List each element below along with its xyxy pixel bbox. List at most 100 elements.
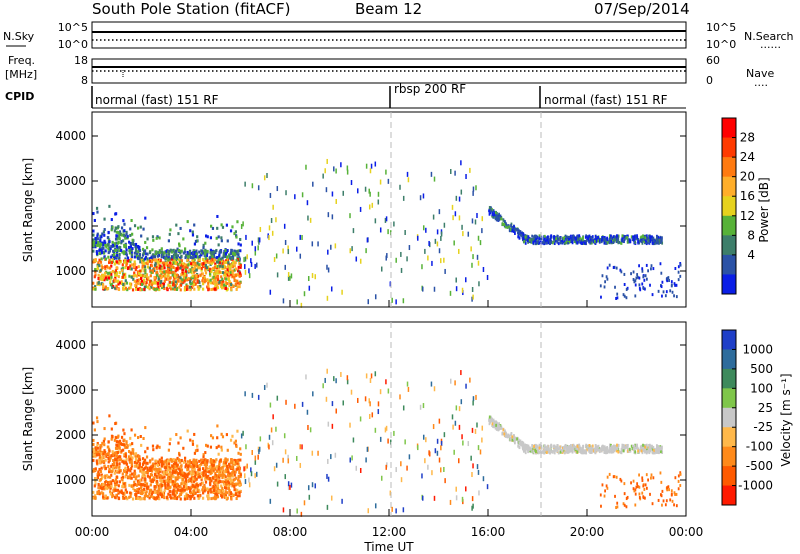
velocity-echo-cell [183,456,187,460]
velocity-echo-cell [204,475,207,479]
power-echo-cell [184,278,187,282]
velocity-echo-cell [205,475,209,479]
velocity-echo-cell [652,449,655,453]
power-echo-cell [138,272,141,276]
velocity-echo-cell [128,483,131,487]
power-echo-cell [200,262,203,266]
power-echo-cell [218,270,221,274]
velocity-echo-cell [438,457,441,463]
velocity-echo-cell [150,492,154,496]
velocity-echo-cell [215,481,218,485]
power-echo-cell [104,243,107,247]
velocity-echo-cell [124,453,127,457]
power-echo-cell [645,239,647,243]
power-echo-cell [335,198,337,204]
power-echo-cell [301,192,304,198]
velocity-echo-cell [100,444,103,448]
velocity-echo-cell [259,436,262,442]
power-echo-cell [193,282,196,286]
velocity-echo-cell [228,462,231,466]
power-echo-cell [236,256,239,260]
power-echo-cell [110,228,113,232]
velocity-echo-cell [138,487,141,491]
velocity-echo-cell [454,380,456,386]
power-echo-cell [123,287,126,291]
power-echo-cell [634,241,637,245]
power-echo-cell [647,239,650,243]
velocity-echo-cell [518,446,521,450]
power-echo-cell [481,228,483,234]
power-echo-cell [553,235,555,239]
velocity-echo-cell [103,443,106,447]
velocity-echo-cell [133,460,136,464]
power-echo-cell [520,233,523,237]
power-echo-cell [198,258,201,262]
nsky-panel [91,21,687,49]
power-echo-cell [228,284,231,288]
power-echo-cell [128,247,131,251]
velocity-echo-cell [475,394,477,400]
velocity-echo-cell [641,447,644,451]
power-echo-cell [486,274,489,280]
power-echo-cell [179,226,182,230]
power-echo-cell [597,235,600,239]
power-echo-cell [223,273,226,277]
velocity-echo-cell [201,481,204,485]
velocity-echo-cell [189,477,192,481]
power-echo-cell [204,268,207,272]
power-echo-cell [169,287,173,291]
power-echo-cell [187,255,190,259]
power-echo-cell [142,258,145,262]
power-echo-cell [160,273,163,277]
power-echo-cell [94,270,97,274]
velocity-echo-cell [162,462,165,466]
power-echo-cell [95,206,99,210]
velocity-echo-cell [100,476,104,480]
velocity-echo-cell [146,494,149,498]
power-echo-cell [190,262,193,266]
power-echo-cell [458,248,460,254]
velocity-echo-cell [122,460,125,464]
velocity-echo-cell [613,447,616,451]
velocity-echo-cell [568,447,570,451]
velocity-echo-cell [242,430,244,436]
power-echo-cell [634,279,637,283]
velocity-echo-cell [600,449,603,453]
velocity-echo-cell [92,454,95,458]
velocity-echo-cell [190,473,193,477]
power-echo-cell [233,278,236,282]
power-echo-cell [104,285,107,289]
velocity-echo-cell [102,482,105,486]
power-echo-cell [205,254,209,258]
velocity-echo-cell [96,446,99,450]
power-echo-cell [598,240,601,244]
power-echo-cell [202,243,205,247]
power-echo-cell [193,261,196,265]
power-echo-cell [491,214,494,218]
power-echo-cell [148,283,151,287]
velocity-echo-cell [367,508,370,514]
velocity-echo-cell [100,452,103,456]
velocity-echo-cell [98,461,101,465]
power-echo-cell [191,233,195,237]
power-echo-cell [234,230,237,234]
velocity-echo-cell [645,448,647,452]
velocity-echo-cell [377,401,380,407]
power-echo-cell [228,267,231,271]
velocity-echo-cell [578,443,581,447]
power-echo-cell [234,274,237,278]
velocity-echo-cell [317,450,319,456]
velocity-echo-cell [224,490,227,494]
velocity-echo-cell [498,424,501,428]
power-echo-cell [124,279,127,283]
power-echo-cell [641,267,644,271]
velocity-echo-cell [179,475,182,479]
velocity-echo-cell [159,468,162,472]
power-echo-cell [162,263,165,267]
power-echo-cell [136,270,140,274]
velocity-echo-cell [183,486,186,490]
power-echo-cell [231,265,234,269]
power-echo-cell [96,232,99,236]
power-echo-cell [230,264,233,268]
velocity-echo-cell [143,466,147,470]
